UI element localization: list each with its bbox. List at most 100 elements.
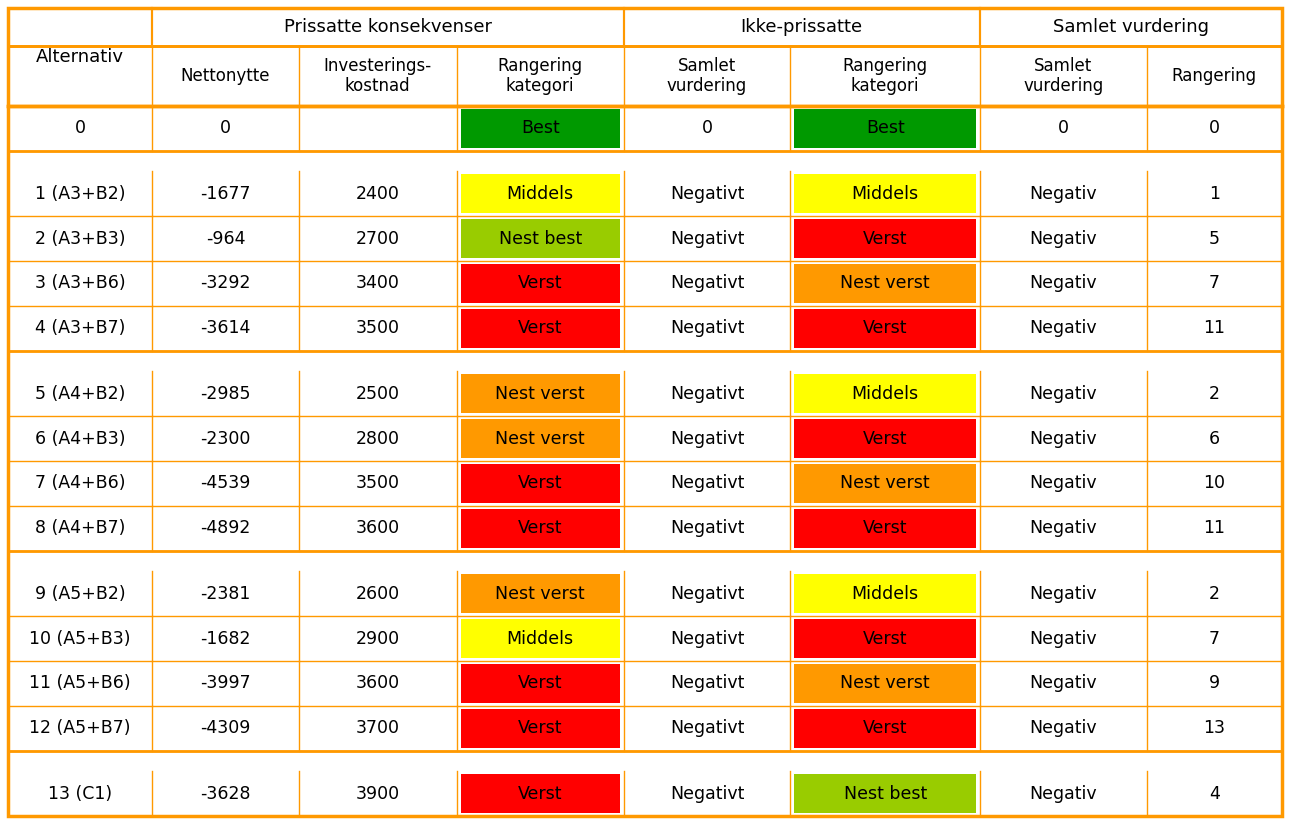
Bar <box>8 106 1282 151</box>
Text: 11: 11 <box>1204 320 1226 338</box>
Text: 10 (A5+B3): 10 (A5+B3) <box>30 630 130 648</box>
Bar <box>8 616 1282 661</box>
Bar <box>8 171 1282 216</box>
Text: -4309: -4309 <box>200 719 250 737</box>
Text: -2381: -2381 <box>200 584 250 602</box>
Text: 2900: 2900 <box>356 630 400 648</box>
Text: 2 (A3+B3): 2 (A3+B3) <box>35 230 125 247</box>
Text: Negativ: Negativ <box>1029 185 1096 203</box>
Text: 0: 0 <box>702 119 712 138</box>
Bar <box>8 771 1282 816</box>
Text: Negativ: Negativ <box>1029 719 1096 737</box>
Text: Verst: Verst <box>517 475 562 493</box>
Text: -3614: -3614 <box>200 320 250 338</box>
Bar <box>461 619 619 658</box>
Text: -4539: -4539 <box>200 475 250 493</box>
Text: Negativt: Negativt <box>670 719 744 737</box>
Bar <box>795 774 975 813</box>
Bar <box>8 506 1282 551</box>
Text: -1677: -1677 <box>200 185 250 203</box>
Text: -2985: -2985 <box>200 385 250 403</box>
Text: Negativt: Negativt <box>670 630 744 648</box>
Text: Middels: Middels <box>851 185 918 203</box>
Text: 4 (A3+B7): 4 (A3+B7) <box>35 320 125 338</box>
Text: 3500: 3500 <box>356 475 400 493</box>
Text: -4892: -4892 <box>200 519 250 537</box>
Text: Best: Best <box>866 119 904 138</box>
Text: Negativ: Negativ <box>1029 584 1096 602</box>
Bar <box>461 574 619 613</box>
Text: Verst: Verst <box>517 719 562 737</box>
Bar <box>8 261 1282 306</box>
Text: 7 (A4+B6): 7 (A4+B6) <box>35 475 125 493</box>
Bar <box>8 216 1282 261</box>
Text: Negativ: Negativ <box>1029 385 1096 403</box>
Text: 3600: 3600 <box>356 519 400 537</box>
Bar <box>795 709 975 748</box>
Text: Ikke-prissatte: Ikke-prissatte <box>740 18 863 36</box>
Text: Alternativ: Alternativ <box>36 48 124 66</box>
Text: Verst: Verst <box>863 719 907 737</box>
Text: -3292: -3292 <box>200 274 250 293</box>
Text: 2: 2 <box>1209 385 1220 403</box>
Bar <box>8 661 1282 706</box>
Bar <box>8 371 1282 416</box>
Text: 12 (A5+B7): 12 (A5+B7) <box>30 719 130 737</box>
Bar <box>461 464 619 503</box>
Text: Negativ: Negativ <box>1029 519 1096 537</box>
Bar <box>461 419 619 458</box>
Text: 2800: 2800 <box>356 429 400 447</box>
Text: Middels: Middels <box>507 185 574 203</box>
Text: Nest verst: Nest verst <box>840 274 930 293</box>
Text: Negativ: Negativ <box>1029 429 1096 447</box>
Text: 1 (A3+B2): 1 (A3+B2) <box>35 185 125 203</box>
Text: 5: 5 <box>1209 230 1220 247</box>
Text: Negativ: Negativ <box>1029 274 1096 293</box>
Text: 3700: 3700 <box>356 719 400 737</box>
Bar <box>795 174 975 213</box>
Bar <box>795 374 975 413</box>
Text: Verst: Verst <box>863 630 907 648</box>
Text: Nettonytte: Nettonytte <box>181 67 271 85</box>
Text: 8 (A4+B7): 8 (A4+B7) <box>35 519 125 537</box>
Text: 2500: 2500 <box>356 385 400 403</box>
Bar <box>461 664 619 703</box>
Text: Verst: Verst <box>517 674 562 692</box>
Text: Nest verst: Nest verst <box>495 429 584 447</box>
Text: 3400: 3400 <box>356 274 400 293</box>
Bar <box>795 109 975 148</box>
Text: Negativt: Negativt <box>670 320 744 338</box>
Text: Verst: Verst <box>517 274 562 293</box>
Bar <box>795 309 975 348</box>
Text: 2400: 2400 <box>356 185 400 203</box>
Text: Verst: Verst <box>863 230 907 247</box>
Text: Nest verst: Nest verst <box>495 584 584 602</box>
Text: Samlet
vurdering: Samlet vurdering <box>667 57 747 96</box>
Text: 2700: 2700 <box>356 230 400 247</box>
Bar <box>795 509 975 548</box>
Text: 11 (A5+B6): 11 (A5+B6) <box>30 674 132 692</box>
Bar <box>795 264 975 303</box>
Bar <box>461 374 619 413</box>
Bar <box>461 264 619 303</box>
Text: -3997: -3997 <box>200 674 252 692</box>
Text: Nest best: Nest best <box>844 784 926 803</box>
Text: 7: 7 <box>1209 274 1220 293</box>
Text: Negativt: Negativt <box>670 519 744 537</box>
Bar <box>8 461 1282 506</box>
Text: Middels: Middels <box>851 385 918 403</box>
Text: 3500: 3500 <box>356 320 400 338</box>
Bar <box>795 664 975 703</box>
Text: -964: -964 <box>206 230 245 247</box>
Text: Prissatte konsekvenser: Prissatte konsekvenser <box>284 18 491 36</box>
Text: 10: 10 <box>1204 475 1226 493</box>
Text: Verst: Verst <box>863 429 907 447</box>
Bar <box>795 619 975 658</box>
Text: 3900: 3900 <box>356 784 400 803</box>
Text: 4: 4 <box>1209 784 1220 803</box>
Text: Samlet vurdering: Samlet vurdering <box>1053 18 1209 36</box>
Text: Negativ: Negativ <box>1029 674 1096 692</box>
Text: Verst: Verst <box>517 519 562 537</box>
Text: Rangering: Rangering <box>1171 67 1256 85</box>
Text: 3 (A3+B6): 3 (A3+B6) <box>35 274 125 293</box>
